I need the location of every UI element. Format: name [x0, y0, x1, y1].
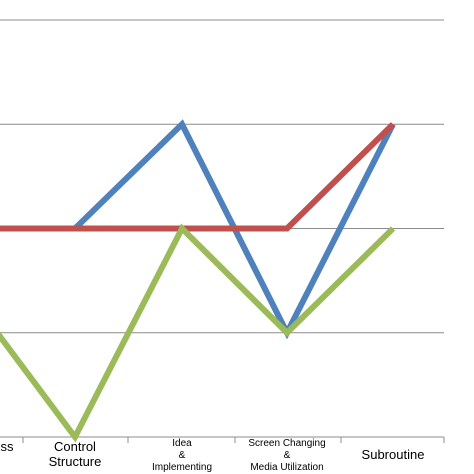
x-tick-label: Screen Changing & Media Utilization: [248, 438, 325, 473]
x-tick-label-line: Implementing: [152, 462, 212, 473]
gridlines: [0, 19, 444, 334]
x-tick-label-line: Control: [54, 439, 96, 454]
x-tick-label-line: Screen Changing: [248, 438, 325, 449]
x-tick-label-line: ss: [1, 439, 15, 454]
x-tick-label-line: Structure: [49, 454, 102, 469]
series-line-2: [0, 122, 396, 232]
x-tick-label-line: Idea: [172, 438, 192, 449]
x-tick-label-line: Subroutine: [362, 447, 425, 462]
x-tick-label-line: &: [284, 450, 291, 461]
x-tick-label: ss: [1, 439, 15, 454]
x-tick-label: Subroutine: [362, 447, 425, 462]
x-tick-label: Control Structure: [49, 439, 102, 469]
x-tick-label-line: Media Utilization: [250, 462, 323, 473]
x-tick-label-line: &: [179, 450, 186, 461]
series-lines: [0, 119, 396, 443]
series-line-3: [0, 223, 396, 443]
x-tick-label: Idea & Implementing: [152, 438, 212, 473]
